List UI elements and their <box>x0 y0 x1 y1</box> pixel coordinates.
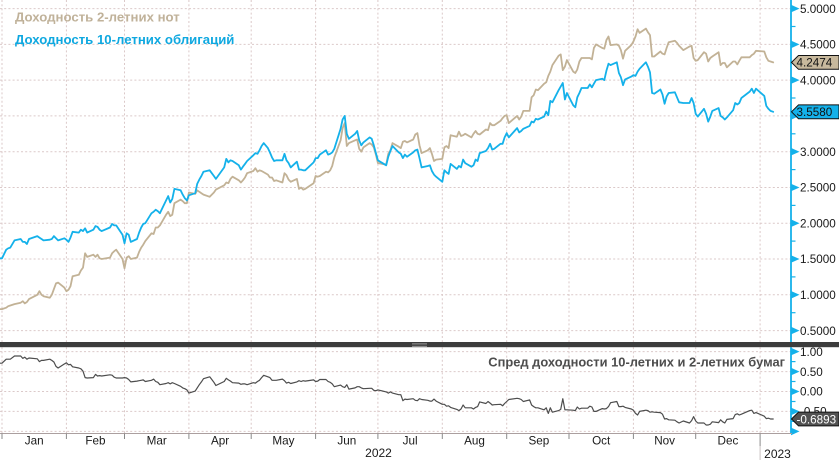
svg-text:1.0000: 1.0000 <box>800 289 836 302</box>
svg-text:1.00: 1.00 <box>800 346 823 359</box>
svg-text:0.00: 0.00 <box>800 386 823 399</box>
svg-text:Dec: Dec <box>718 435 739 448</box>
svg-text:5.0000: 5.0000 <box>800 3 836 16</box>
svg-text:4.2474: 4.2474 <box>797 57 833 70</box>
svg-text:Oct: Oct <box>592 435 611 448</box>
svg-text:Доходность 2-летних нот: Доходность 2-летних нот <box>15 10 180 25</box>
svg-text:Jan: Jan <box>25 435 44 448</box>
svg-text:Apr: Apr <box>211 435 229 448</box>
svg-text:-0.6893: -0.6893 <box>797 413 837 426</box>
svg-text:2.0000: 2.0000 <box>800 217 836 230</box>
svg-text:3.5580: 3.5580 <box>797 106 833 119</box>
svg-text:4.5000: 4.5000 <box>800 39 836 52</box>
svg-text:2.5000: 2.5000 <box>800 182 836 195</box>
svg-text:Jun: Jun <box>337 435 356 448</box>
svg-text:Доходность 10-летних облигаций: Доходность 10-летних облигаций <box>15 32 234 47</box>
svg-text:Jul: Jul <box>403 435 418 448</box>
svg-text:Nov: Nov <box>654 435 675 448</box>
svg-text:Спред доходности 10-летних и 2: Спред доходности 10-летних и 2-летних бу… <box>488 355 785 370</box>
svg-text:May: May <box>272 435 294 448</box>
svg-text:1.5000: 1.5000 <box>800 253 836 266</box>
svg-text:2022: 2022 <box>365 446 392 460</box>
svg-text:Sep: Sep <box>529 435 550 448</box>
svg-text:Feb: Feb <box>85 435 106 448</box>
svg-text:0.50: 0.50 <box>800 366 823 379</box>
svg-text:4.0000: 4.0000 <box>800 74 836 87</box>
svg-text:3.0000: 3.0000 <box>800 146 836 159</box>
svg-text:Aug: Aug <box>464 435 485 448</box>
svg-text:2023: 2023 <box>764 447 791 461</box>
svg-text:Mar: Mar <box>147 435 167 448</box>
svg-text:0.5000: 0.5000 <box>800 325 836 338</box>
